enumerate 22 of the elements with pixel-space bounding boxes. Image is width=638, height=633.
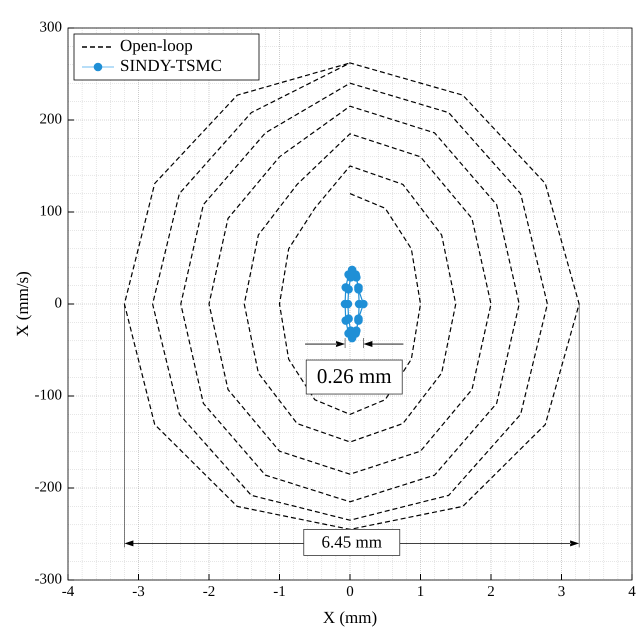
x-tick-label: 2 [487, 584, 495, 600]
x-axis-title: X (mm) [322, 608, 378, 627]
x-tick-label: 3 [558, 584, 566, 600]
x-tick-label: 1 [416, 584, 424, 600]
y-tick-label: 100 [40, 203, 62, 220]
y-tick-label: -100 [34, 387, 62, 404]
y-tick-label: -300 [34, 571, 62, 588]
x-tick-label: -2 [202, 584, 216, 600]
legend-label: SINDY-TSMC [120, 56, 222, 75]
y-tick-label: 200 [40, 111, 62, 128]
y-axis-title: X (mm/s) [13, 271, 32, 337]
x-tick-label: -3 [132, 584, 145, 600]
y-tick-label: 0 [54, 295, 62, 312]
annotation: 6.45 mm [322, 532, 382, 552]
x-tick-label: -4 [62, 584, 75, 600]
legend-label: Open-loop [120, 36, 193, 55]
x-tick-label: -1 [273, 584, 286, 600]
x-tick-label: 4 [628, 584, 636, 600]
y-tick-label: 300 [40, 19, 62, 36]
annotation: 0.26 mm [316, 364, 392, 388]
x-tick-label: 0 [346, 584, 354, 600]
y-tick-label: -200 [34, 479, 62, 496]
